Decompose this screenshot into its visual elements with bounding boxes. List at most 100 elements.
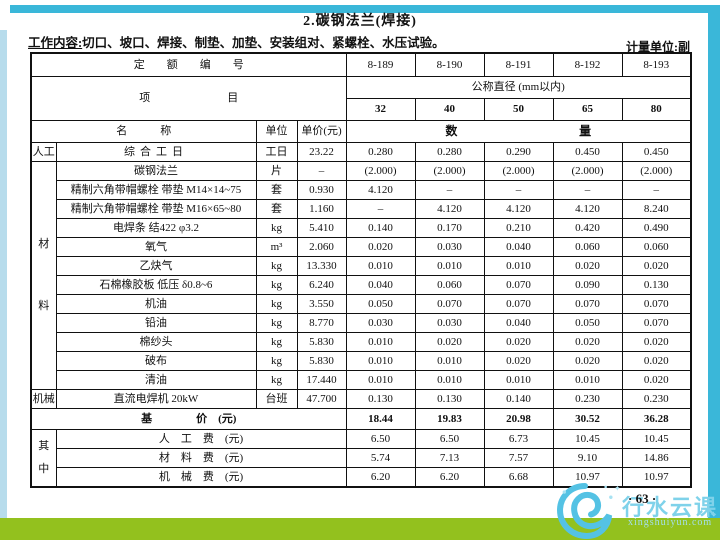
name-cell: 棉纱头	[55, 331, 257, 353]
price-label-cell: 单价(元)	[296, 119, 347, 143]
value-cell: 0.490	[621, 217, 692, 238]
diameter-header-cell: 公称直径 (mm以内)	[345, 75, 692, 99]
unit-cell: kg	[255, 370, 298, 391]
category-vertical-label: 材料	[38, 238, 50, 313]
table-row: 人工 综合工日 工日 23.22 0.280 0.280 0.290 0.450…	[30, 141, 692, 162]
price-cell: 5.830	[296, 331, 347, 353]
unit-cell: 工日	[255, 141, 298, 162]
value-cell: (2.000)	[483, 160, 554, 181]
unit-label-cell: 单位	[255, 119, 298, 143]
diameter-cell: 50	[483, 97, 554, 121]
value-cell: 0.070	[414, 293, 485, 314]
value-cell: 0.030	[414, 236, 485, 257]
value-cell: 0.040	[345, 274, 416, 295]
price-cell: –	[296, 160, 347, 181]
value-cell: 0.010	[345, 370, 416, 391]
value-cell: 0.070	[483, 274, 554, 295]
fee-value-cell: 6.73	[483, 429, 554, 450]
value-cell: 0.010	[345, 351, 416, 372]
fee-value-cell: 6.68	[483, 467, 554, 488]
value-cell: –	[483, 179, 554, 200]
unit-cell: 片	[255, 160, 298, 181]
value-cell: 0.130	[621, 274, 692, 295]
table-row: 机械 直流电焊机 20kW 台班 47.700 0.130 0.130 0.14…	[30, 389, 692, 410]
fee-row: 材 料 费 (元) 5.74 7.13 7.57 9.10 14.86	[31, 448, 692, 469]
left-accent-bar	[0, 30, 7, 518]
among-vertical-label: 其中	[38, 440, 50, 476]
fee-value-cell: 6.20	[345, 467, 416, 488]
value-cell: 4.120	[552, 198, 623, 219]
watermark-brand: 行水云课	[622, 495, 719, 520]
diameter-cell: 40	[414, 97, 485, 121]
value-cell: 0.010	[414, 255, 485, 276]
base-price-label-cell: 基 价 (元)	[30, 408, 347, 431]
quota-table: 定 额 编 号 8-189 8-190 8-191 8-192 8-193 项 …	[30, 52, 692, 488]
page-number: · 63 ·	[628, 491, 657, 506]
fee-value-cell: 6.20	[414, 467, 485, 488]
quantity-label-cell: 数 量	[345, 119, 692, 143]
diameter-cell: 32	[345, 97, 416, 121]
price-cell: 23.22	[296, 141, 347, 162]
value-cell: 0.280	[345, 141, 416, 162]
table-row: 清油 kg 17.440 0.010 0.010 0.010 0.010 0.0…	[31, 370, 692, 391]
value-cell: 0.010	[414, 370, 485, 391]
value-cell: 0.030	[345, 312, 416, 334]
table-row: 石棉橡胶板 低压 δ0.8~6 kg 6.240 0.040 0.060 0.0…	[31, 274, 692, 295]
table-row: 破布 kg 5.830 0.010 0.010 0.020 0.020 0.02…	[31, 351, 692, 372]
name-label-cell: 名 称	[30, 119, 257, 143]
value-cell: 0.030	[414, 312, 485, 334]
value-cell: 0.170	[414, 217, 485, 238]
value-cell: 0.020	[552, 351, 623, 372]
name-cell: 直流电焊机 20kW	[55, 389, 257, 410]
watermark: ✦ ✦ 行水云课 xingshuiyun.com · 63 ·	[550, 480, 718, 540]
quota-number-label-cell: 定 额 编 号	[30, 52, 347, 77]
bottom-accent-bar	[0, 518, 720, 540]
fee-label-cell: 机 械 费 (元)	[55, 467, 347, 488]
right-accent-bar	[708, 5, 720, 519]
value-cell: 8.240	[621, 198, 692, 219]
value-cell: –	[552, 179, 623, 200]
value-cell: 0.010	[414, 351, 485, 372]
name-cell: 乙炔气	[55, 255, 257, 276]
table-row: 机油 kg 3.550 0.050 0.070 0.070 0.070 0.07…	[31, 293, 692, 314]
value-cell: 0.020	[552, 255, 623, 276]
fee-label-cell: 人 工 费 (元)	[55, 429, 347, 450]
value-cell: 0.010	[483, 370, 554, 391]
value-cell: 0.040	[483, 312, 554, 334]
diameter-cell: 65	[552, 97, 623, 121]
fee-value-cell: 9.10	[552, 448, 623, 469]
value-cell: –	[345, 198, 416, 219]
item-label-cell: 项 目	[30, 75, 347, 121]
wave-logo-icon	[557, 483, 613, 539]
value-cell: 0.070	[621, 293, 692, 314]
unit-cell: 台班	[255, 389, 298, 410]
quota-number-cell: 8-189	[345, 52, 416, 77]
among-category-cell: 其中	[30, 429, 57, 488]
value-cell: 0.020	[483, 331, 554, 353]
unit-cell: kg	[255, 351, 298, 372]
base-price-cell: 20.98	[483, 408, 554, 431]
value-cell: 0.020	[621, 331, 692, 353]
table-row: 电焊条 结422 φ3.2 kg 5.410 0.140 0.170 0.210…	[31, 217, 692, 238]
name-cell: 氧气	[55, 236, 257, 257]
quota-number-cell: 8-190	[414, 52, 485, 77]
unit-cell: kg	[255, 331, 298, 353]
price-cell: 5.410	[296, 217, 347, 238]
fee-row: 机 械 费 (元) 6.20 6.20 6.68 10.97 10.97	[31, 467, 692, 488]
value-cell: 0.040	[483, 236, 554, 257]
value-cell: 0.290	[483, 141, 554, 162]
price-cell: 0.930	[296, 179, 347, 200]
top-accent-bar	[10, 5, 720, 13]
name-cell: 碳钢法兰	[55, 160, 257, 181]
sparkle-icon: ✦	[614, 484, 621, 493]
price-cell: 2.060	[296, 236, 347, 257]
quantity-char: 量	[579, 123, 592, 138]
value-cell: 0.020	[414, 331, 485, 353]
fee-label-cell: 材 料 费 (元)	[55, 448, 347, 469]
work-content-label: 工作内容:	[28, 36, 83, 50]
value-cell: 4.120	[414, 198, 485, 219]
fee-value-cell: 14.86	[621, 448, 692, 469]
quota-number-cell: 8-191	[483, 52, 554, 77]
value-cell: 0.060	[414, 274, 485, 295]
name-cell: 清油	[55, 370, 257, 391]
